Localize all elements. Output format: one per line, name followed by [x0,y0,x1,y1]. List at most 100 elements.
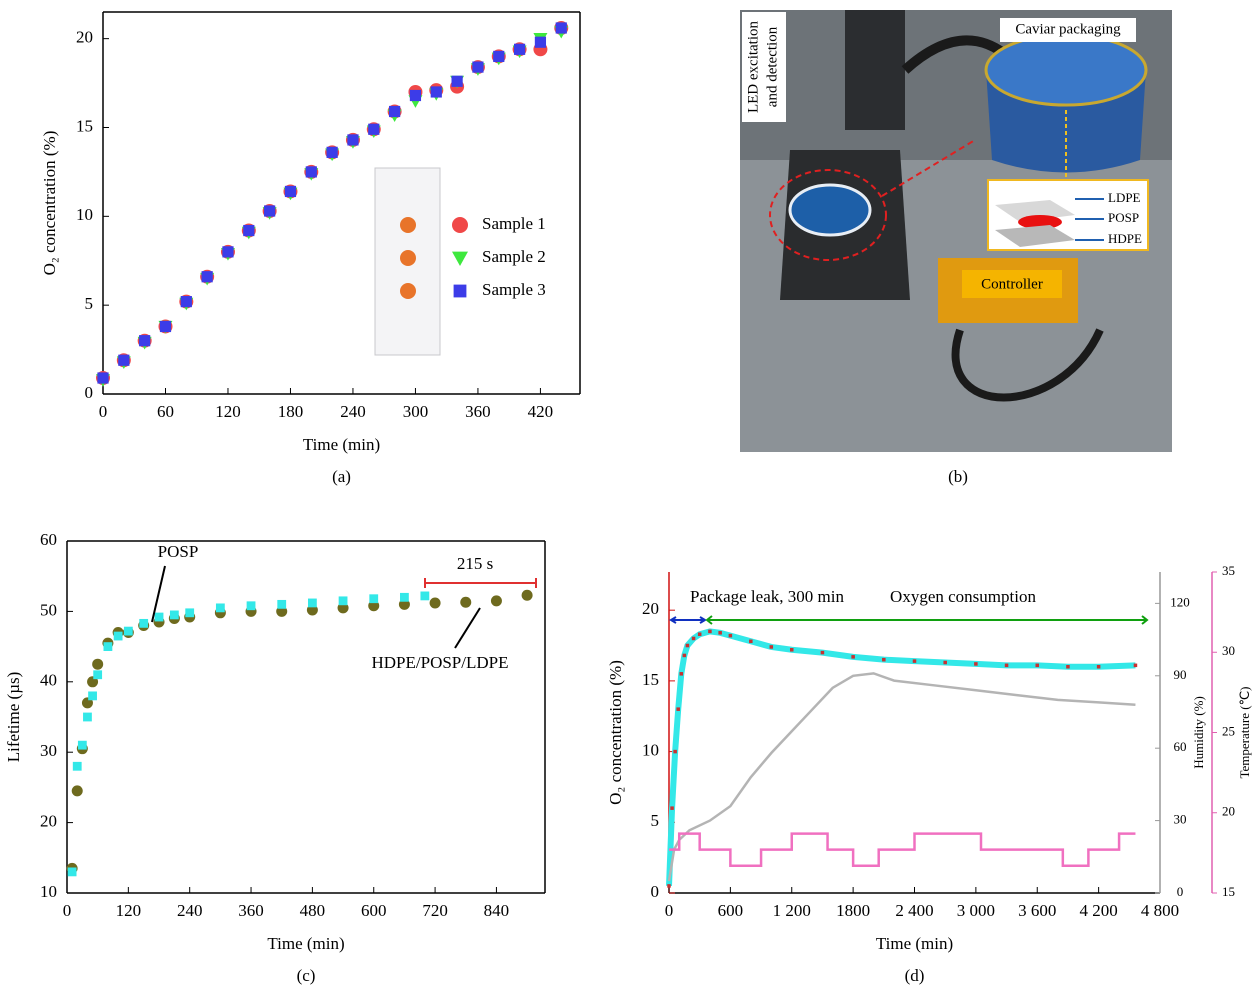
legend-label: Sample 1 [482,214,546,233]
marker [369,594,379,604]
marker [685,643,690,648]
x-tick-label: 1 200 [773,901,811,920]
marker [1035,663,1040,668]
y3-tick-label: 35 [1222,563,1235,578]
marker [305,166,317,178]
annotation: 215 s [457,554,493,573]
label-box [1000,18,1136,42]
y-tick-label: 40 [40,671,57,690]
marker [123,626,133,636]
marker [718,631,722,635]
marker [93,670,103,680]
y-tick-label: 50 [40,600,57,619]
marker [430,86,442,98]
marker [1133,663,1138,668]
marker [389,105,401,118]
caption: (b) [948,467,968,486]
annotation: Oxygen consumption [890,587,1036,606]
annotation-arrow [151,565,166,623]
y2-tick-label: 120 [1170,594,1190,609]
marker [673,749,677,754]
can-lid [984,33,1148,107]
annotation-bracket [424,578,537,588]
marker [490,595,502,607]
marker [215,603,225,613]
marker [676,707,680,711]
marker [284,185,297,198]
x-tick-label: 1800 [836,901,870,920]
y2-tick-label: 0 [1177,884,1184,899]
y-tick-label: 30 [40,741,57,760]
x-tick-label: 300 [403,402,429,421]
y-tick-label: 10 [40,882,57,901]
caption: (c) [297,966,316,985]
x-tick-label: 4 200 [1080,901,1118,920]
x-tick-label: 3 600 [1018,901,1056,920]
marker [667,884,671,888]
marker [670,806,674,810]
x-tick-label: 840 [484,901,510,920]
legend-label: Sample 2 [482,247,546,266]
cable [951,328,1104,402]
inset-spot [400,283,416,299]
photo-label: Controller [981,276,1043,292]
y-tick-label: 0 [85,383,94,402]
marker [682,653,687,658]
marker [851,655,855,659]
x-tick-label: 720 [422,901,448,920]
inset-spot [400,250,416,266]
x-tick-label: 480 [300,901,326,920]
legend-marker [452,251,468,266]
marker [139,618,149,628]
y2-tick-label: 90 [1174,667,1187,682]
annotation: Package leak, 300 min [690,587,844,606]
x-tick-label: 420 [528,402,554,421]
marker [277,599,287,609]
annotation-arrow [705,615,1149,625]
photo-label: LED excitation [745,20,761,113]
marker [789,648,794,652]
marker [534,36,547,48]
x-tick-label: 60 [157,402,174,421]
x-tick-label: 2 400 [895,901,933,920]
y3-tick-label: 30 [1222,643,1235,658]
marker [521,589,533,601]
y3-tick-label: 20 [1222,804,1235,819]
marker [451,75,463,87]
marker [118,354,130,366]
x-tick-label: 360 [465,402,491,421]
marker [555,22,567,34]
marker [185,608,195,618]
marker [243,224,255,237]
marker [201,271,213,283]
y-tick-label: 0 [651,882,660,901]
marker [154,612,164,622]
label-box [742,12,786,122]
inset-spot [400,217,416,233]
y2-tick-label: 60 [1174,739,1187,754]
y-tick-label: 15 [76,116,93,135]
y-tick-label: 20 [76,28,93,47]
y-tick-label: 60 [40,530,57,549]
y-axis-label: Lifetime (µs) [4,672,23,763]
layer-sheet [995,200,1075,222]
annotation-arrow [454,607,481,649]
highlight-circle [769,169,887,261]
marker [400,592,409,602]
legend-marker [452,217,468,233]
x-tick-label: 3 000 [957,901,995,920]
x-tick-label: 0 [99,402,108,421]
marker [113,631,123,641]
marker [83,712,92,722]
photo-panel: Caviar packaging LED excitation and dete… [740,10,1172,486]
chart: 0 120 240 360 480 600 720 840 10 20 30 40 50 60 Time (… [4,530,546,985]
x-tick-label: 180 [278,402,304,421]
y-tick-label: 10 [76,205,93,224]
marker [912,659,917,663]
marker [103,642,113,651]
y-tick-label: 5 [651,811,660,830]
marker [71,785,83,797]
marker [749,639,753,644]
x-tick-label: 600 [361,901,387,920]
marker [246,601,256,611]
